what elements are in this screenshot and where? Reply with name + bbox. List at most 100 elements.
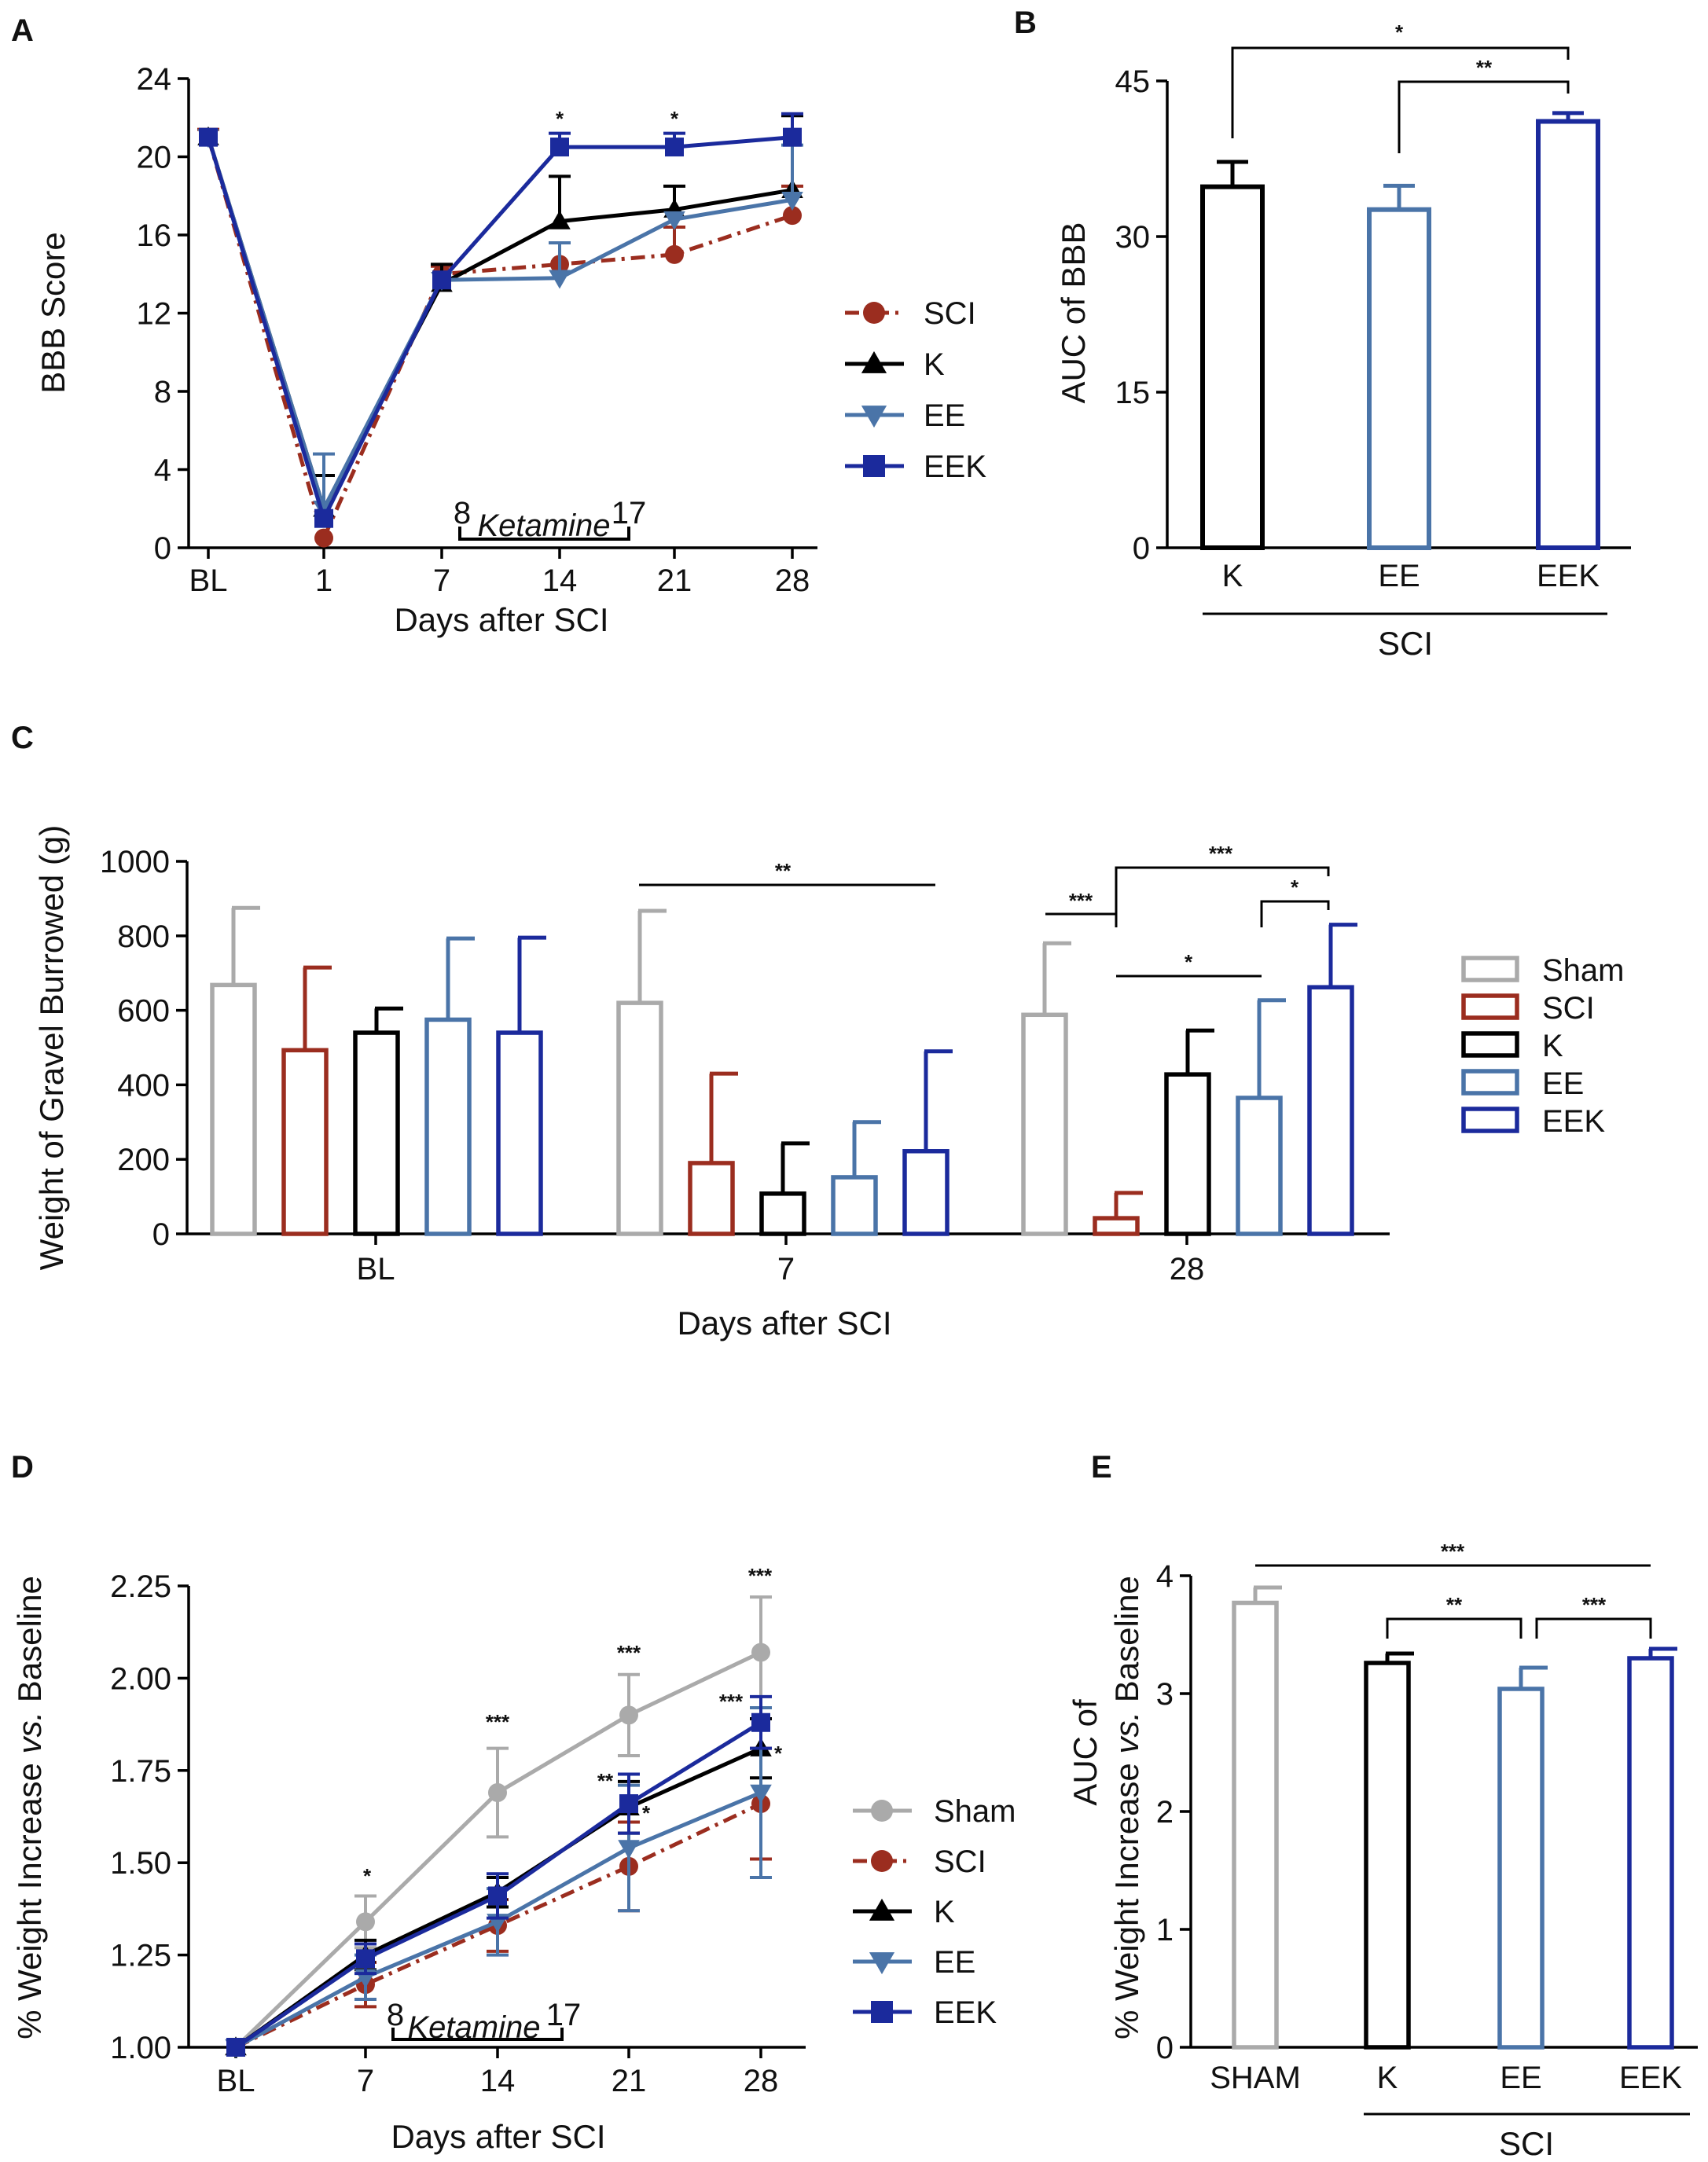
x-tick-label: BL bbox=[217, 2064, 255, 2098]
bar-sham bbox=[1232, 1585, 1282, 2050]
data-point bbox=[783, 206, 802, 226]
legend-label: EE bbox=[924, 398, 965, 433]
y-axis-title-part: vs. bbox=[11, 1712, 48, 1754]
y-axis-title-line2: % Weight Increase vs. Baseline bbox=[1108, 1576, 1145, 2039]
significance-line bbox=[1398, 80, 1570, 153]
bar bbox=[1200, 184, 1265, 550]
legend-marker bbox=[863, 302, 885, 324]
legend-marker bbox=[861, 406, 887, 428]
y-axis-title: Weight of Gravel Burrowed (g) bbox=[33, 825, 70, 1270]
legend-swatch bbox=[1461, 1069, 1519, 1096]
data-point bbox=[432, 270, 451, 290]
x-tick-label: K bbox=[1377, 2061, 1398, 2095]
significance-label: ** bbox=[1476, 56, 1493, 79]
series-line bbox=[206, 136, 793, 514]
x-tick-label: 28 bbox=[1170, 1252, 1205, 1287]
significance-label: *** bbox=[1441, 1540, 1465, 1563]
bar bbox=[353, 1030, 400, 1236]
x-tick-label: 28 bbox=[775, 563, 810, 598]
x-tick-label: 14 bbox=[480, 2064, 516, 2098]
data-point bbox=[356, 1912, 375, 1932]
x-tick-label: EEK bbox=[1619, 2061, 1682, 2095]
data-point bbox=[550, 138, 569, 157]
data-point bbox=[226, 2038, 245, 2057]
bar-k bbox=[1200, 160, 1265, 550]
group-label: SCI bbox=[1499, 2125, 1554, 2162]
series-ee bbox=[424, 936, 1286, 1236]
significance-star: ** bbox=[597, 1769, 614, 1793]
data-point bbox=[314, 508, 333, 528]
significance-bracket: ** bbox=[1398, 56, 1570, 153]
significance-line bbox=[1260, 900, 1330, 927]
series-line bbox=[206, 136, 793, 544]
legend-label: K bbox=[924, 347, 945, 382]
bar bbox=[831, 1175, 878, 1236]
panel-label-b: B bbox=[1014, 6, 1037, 40]
significance-star: *** bbox=[748, 1564, 773, 1588]
x-tick-label: EE bbox=[1500, 2061, 1541, 2095]
y-tick-label: 2 bbox=[1156, 1795, 1174, 1830]
significance-label: * bbox=[1395, 20, 1404, 44]
significance-line bbox=[1231, 46, 1570, 138]
data-point bbox=[549, 210, 571, 229]
legend-marker bbox=[869, 1898, 895, 1921]
legend-marker bbox=[871, 2001, 893, 2023]
bar bbox=[1364, 1661, 1411, 2050]
bar bbox=[1627, 1656, 1674, 2050]
y-axis-title-part: Baseline bbox=[1108, 1576, 1145, 1712]
legend-a: SCI K EE EEK bbox=[845, 296, 986, 484]
treatment-start: 8 bbox=[387, 1998, 404, 2032]
series-ee bbox=[197, 129, 803, 520]
y-tick-label: 30 bbox=[1115, 220, 1151, 255]
y-tick-label: 4 bbox=[154, 453, 171, 488]
bar bbox=[1307, 985, 1354, 1236]
data-point bbox=[751, 1712, 770, 1732]
significance-star: * bbox=[556, 107, 564, 130]
panel-d: D 1.00 1.25 1.50 1.75 2.00 2.25 BL 7 14 21 28 Days a… bbox=[11, 1450, 1016, 2155]
y-tick-label: 20 bbox=[137, 141, 172, 175]
series-eek bbox=[226, 1694, 772, 2057]
legend-label: EE bbox=[1542, 1066, 1584, 1101]
significance-label: *** bbox=[1069, 889, 1093, 912]
y-tick-label: 800 bbox=[117, 919, 170, 954]
significance-label: *** bbox=[1209, 842, 1233, 865]
y-tick-label: 15 bbox=[1115, 376, 1151, 410]
y-tick-label: 24 bbox=[137, 62, 172, 97]
legend-swatch bbox=[1461, 1031, 1519, 1058]
series-sci bbox=[281, 965, 1143, 1236]
significance-line bbox=[1386, 1617, 1523, 1639]
bar bbox=[1497, 1687, 1545, 2050]
y-axis-title: BBB Score bbox=[35, 232, 72, 393]
legend-swatch bbox=[1461, 993, 1519, 1020]
legend-label: SCI bbox=[924, 296, 976, 331]
x-tick-label: 21 bbox=[612, 2064, 647, 2098]
treatment-end: 17 bbox=[546, 1998, 582, 2032]
data-point bbox=[549, 270, 571, 289]
y-tick-label: 200 bbox=[117, 1143, 170, 1177]
bar-ee bbox=[1497, 1665, 1548, 2050]
significance-star: * bbox=[774, 1742, 783, 1765]
series-line bbox=[206, 135, 793, 524]
x-tick-label: 7 bbox=[433, 563, 450, 598]
bar bbox=[759, 1191, 806, 1236]
data-point bbox=[665, 244, 684, 264]
x-tick-label: EEK bbox=[1537, 559, 1600, 593]
data-point bbox=[663, 211, 685, 230]
y-tick-label: 0 bbox=[154, 531, 171, 566]
bar bbox=[1232, 1600, 1279, 2050]
data-point bbox=[783, 127, 802, 147]
x-tick-label: 7 bbox=[357, 2064, 374, 2098]
significance-star: *** bbox=[486, 1710, 510, 1734]
data-point bbox=[665, 138, 684, 157]
panel-label-a: A bbox=[11, 13, 34, 48]
data-point bbox=[751, 1643, 770, 1662]
y-tick-label: 600 bbox=[117, 994, 170, 1029]
y-tick-label: 12 bbox=[137, 297, 172, 332]
series-line bbox=[206, 136, 793, 514]
y-tick-label: 1000 bbox=[100, 845, 170, 879]
y-axis-title-part: vs. bbox=[1108, 1712, 1145, 1754]
data-point bbox=[619, 1794, 638, 1814]
bar-k bbox=[1364, 1651, 1414, 2050]
legend-label: EEK bbox=[1542, 1104, 1605, 1139]
significance-star: *** bbox=[617, 1641, 641, 1665]
